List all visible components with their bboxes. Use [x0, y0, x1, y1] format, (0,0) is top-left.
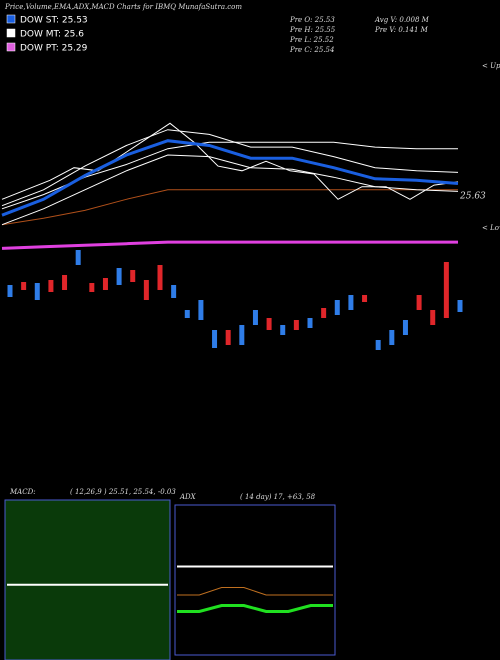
- candle-body: [157, 265, 163, 290]
- candle-body: [334, 300, 340, 315]
- candle-body: [171, 285, 177, 298]
- stat: Pre L: 25.52: [289, 36, 334, 44]
- candle-body: [34, 283, 40, 300]
- candle-body: [293, 320, 299, 330]
- panel-subtitle: ( 12,26,9 ) 25.51, 25.54, -0.03: [70, 488, 176, 496]
- legend-label: DOW PT: 25.29: [20, 44, 88, 54]
- series-line: [1, 139, 459, 217]
- stat: Avg V: 0.008 M: [374, 16, 430, 24]
- candle-body: [48, 280, 54, 292]
- candle-body: [307, 318, 313, 328]
- series-line: [177, 604, 333, 613]
- candle-body: [225, 330, 231, 345]
- panel: [4, 499, 171, 660]
- candle-body: [389, 330, 395, 345]
- legend-label: DOW MT: 25.6: [20, 30, 84, 40]
- candle-body: [130, 270, 136, 282]
- legend-label: DOW ST: 25.53: [20, 16, 88, 26]
- series-line: [1, 154, 459, 226]
- candle-body: [280, 325, 286, 335]
- candle-body: [416, 295, 422, 310]
- series-line: [1, 240, 458, 250]
- candle-body: [21, 282, 27, 290]
- annotation: < Lower: [482, 224, 500, 232]
- legend-swatch: [6, 14, 16, 24]
- stat: Pre O: 25.53: [289, 16, 335, 24]
- candle-body: [321, 308, 327, 318]
- candle-body: [102, 278, 108, 290]
- legend-swatch: [6, 28, 16, 38]
- series-line: [1, 189, 458, 226]
- candle-body: [457, 300, 463, 312]
- panel: [174, 504, 336, 656]
- candle-body: [212, 330, 218, 348]
- annotation: < Upper: [482, 62, 500, 70]
- candle-body: [62, 275, 68, 290]
- stat: Pre C: 25.54: [289, 46, 334, 54]
- stat: Pre V: 0.141 M: [374, 26, 429, 34]
- candle-body: [402, 320, 408, 335]
- candle-body: [7, 285, 13, 297]
- chart-title: Price,Volume,EMA,ADX,MACD Charts for IBM…: [4, 3, 242, 11]
- candle-body: [143, 280, 149, 300]
- annotation: 25.63: [459, 192, 486, 202]
- candle-body: [75, 250, 81, 265]
- legend-swatch: [6, 42, 16, 52]
- candle-body: [239, 325, 245, 345]
- candle-body: [443, 262, 449, 318]
- panel-title: MACD:: [9, 488, 36, 496]
- candle-body: [362, 295, 368, 302]
- candle-body: [348, 295, 354, 310]
- candle-body: [198, 300, 204, 320]
- panel-subtitle: ( 14 day) 17, +63, 58: [240, 493, 316, 501]
- candle-body: [184, 310, 190, 318]
- candle-body: [375, 340, 381, 350]
- series-line: [177, 587, 333, 596]
- candle-body: [266, 318, 272, 330]
- panel-title: ADX: [179, 493, 197, 501]
- candle-body: [430, 310, 436, 325]
- candle-body: [116, 268, 122, 285]
- candle-body: [252, 310, 258, 325]
- series-line: [1, 122, 459, 200]
- candle-body: [89, 283, 95, 292]
- stat: Pre H: 25.55: [289, 26, 336, 34]
- series-line: [1, 129, 459, 207]
